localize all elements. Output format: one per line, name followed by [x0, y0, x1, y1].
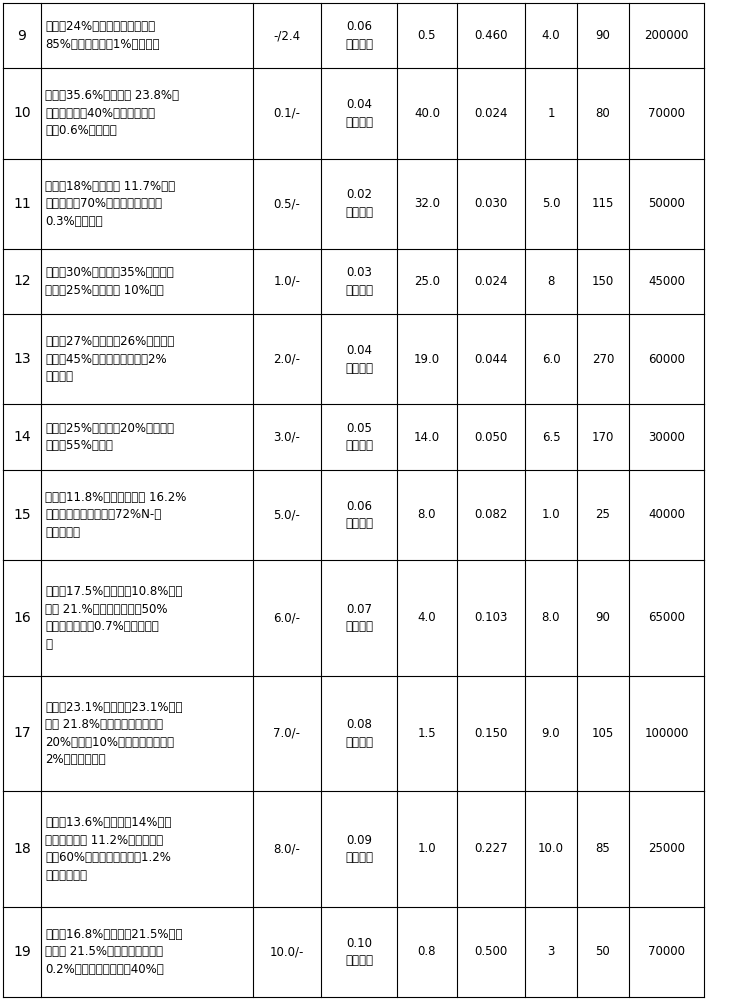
Text: 5.0/-: 5.0/- [273, 508, 300, 521]
Text: 19.0: 19.0 [414, 353, 440, 366]
Text: 70000: 70000 [648, 107, 685, 120]
Text: 0.050: 0.050 [474, 431, 508, 444]
Text: 14.0: 14.0 [414, 431, 440, 444]
Text: 0.04
（空气）: 0.04 （空气） [345, 344, 373, 375]
Text: 115: 115 [592, 197, 614, 210]
Text: 85: 85 [596, 842, 611, 855]
Text: 0.500: 0.500 [474, 945, 508, 958]
Text: 6.0/-: 6.0/- [273, 611, 300, 624]
Text: 25000: 25000 [648, 842, 685, 855]
Text: 0.06
（氮气）: 0.06 （氮气） [345, 20, 373, 51]
Text: 150: 150 [592, 275, 614, 288]
Text: 1: 1 [547, 107, 555, 120]
Text: 15: 15 [14, 508, 31, 522]
Text: 19: 19 [13, 945, 31, 959]
Text: 0.05
（空气）: 0.05 （空气） [345, 422, 373, 452]
Text: 单体：30%乙二醇和35%己二酸，
溶剂：25%二甲苯和 10%甲苯: 单体：30%乙二醇和35%己二酸， 溶剂：25%二甲苯和 10%甲苯 [45, 266, 174, 297]
Text: 17: 17 [14, 726, 31, 740]
Text: -/2.4: -/2.4 [273, 29, 300, 42]
Text: 70000: 70000 [648, 945, 685, 958]
Text: 32.0: 32.0 [414, 197, 440, 210]
Text: 0.5/-: 0.5/- [273, 197, 300, 210]
Text: 0.044: 0.044 [474, 353, 508, 366]
Text: 0.09
（氮气）: 0.09 （氮气） [345, 834, 373, 864]
Text: 90: 90 [596, 611, 611, 624]
Text: 40.0: 40.0 [414, 107, 440, 120]
Text: 200000: 200000 [645, 29, 689, 42]
Text: 0.03
（空气）: 0.03 （空气） [345, 266, 373, 297]
Text: 0.02
（氮气）: 0.02 （氮气） [345, 188, 373, 219]
Text: 13: 13 [14, 352, 31, 366]
Text: 单体：16.8%苯乙烯、21.5%异戊
二烯和 21.5%丁二烯，引发剂：
0.2%过硫酸钾，溶剂：40%水: 单体：16.8%苯乙烯、21.5%异戊 二烯和 21.5%丁二烯，引发剂： 0.… [45, 928, 182, 976]
Text: 0.08
（氮气）: 0.08 （氮气） [345, 718, 373, 749]
Text: 0.5: 0.5 [418, 29, 436, 42]
Text: 1.0/-: 1.0/- [273, 275, 300, 288]
Text: 0.460: 0.460 [474, 29, 508, 42]
Text: 2.0/-: 2.0/- [273, 353, 300, 366]
Text: 80: 80 [596, 107, 611, 120]
Text: 170: 170 [592, 431, 614, 444]
Text: 4.0: 4.0 [541, 29, 560, 42]
Text: 40000: 40000 [648, 508, 685, 521]
Text: 0.1/-: 0.1/- [273, 107, 300, 120]
Text: 8: 8 [547, 275, 555, 288]
Text: 8.0: 8.0 [418, 508, 436, 521]
Text: 7.0/-: 7.0/- [273, 727, 300, 740]
Text: 3.0/-: 3.0/- [273, 431, 300, 444]
Text: 10: 10 [14, 106, 31, 120]
Text: 16: 16 [13, 611, 31, 625]
Text: 单体：11.8%对苯二甲酸和 16.2%
对苯二甲酰氯，溶剂：72%N-甲
基吡咯烷酮: 单体：11.8%对苯二甲酸和 16.2% 对苯二甲酰氯，溶剂：72%N-甲 基吡… [45, 491, 187, 539]
Text: 1.0: 1.0 [418, 842, 436, 855]
Text: 6.0: 6.0 [541, 353, 560, 366]
Text: 50: 50 [596, 945, 611, 958]
Text: 0.082: 0.082 [474, 508, 508, 521]
Text: 270: 270 [592, 353, 614, 366]
Text: 单体：23.1%苯乙烯、23.1%丙烯
腈和 21.8%偏二氯乙烯，溶剂：
20%甲苯和10%二甲苯，引发剂：
2%偶氮二异丁氰: 单体：23.1%苯乙烯、23.1%丙烯 腈和 21.8%偏二氯乙烯，溶剂： 20… [45, 701, 182, 766]
Text: 0.10
（氮气）: 0.10 （氮气） [345, 937, 373, 967]
Text: 单体：27%己二酸和26%己二胺，
溶剂：45%二甲苯，催化剂：2%
氢氧化钠: 单体：27%己二酸和26%己二胺， 溶剂：45%二甲苯，催化剂：2% 氢氧化钠 [45, 335, 174, 383]
Text: 30000: 30000 [648, 431, 685, 444]
Text: 4.0: 4.0 [418, 611, 436, 624]
Text: 0.030: 0.030 [474, 197, 508, 210]
Text: 0.06
（氮气）: 0.06 （氮气） [345, 500, 373, 530]
Text: 1.5: 1.5 [418, 727, 436, 740]
Text: 5.0: 5.0 [541, 197, 560, 210]
Text: 6.5: 6.5 [541, 431, 560, 444]
Text: 12: 12 [14, 274, 31, 288]
Text: 25: 25 [596, 508, 611, 521]
Text: 90: 90 [596, 29, 611, 42]
Text: 18: 18 [13, 842, 31, 856]
Text: 单体：24%醋酸乙烯酯，溶剂：
85%水，引发剂：1%过硫酸铵: 单体：24%醋酸乙烯酯，溶剂： 85%水，引发剂：1%过硫酸铵 [45, 20, 160, 51]
Text: 25.0: 25.0 [414, 275, 440, 288]
Text: 9.0: 9.0 [541, 727, 560, 740]
Text: 10.0: 10.0 [538, 842, 564, 855]
Text: 3: 3 [547, 945, 555, 958]
Text: 8.0/-: 8.0/- [273, 842, 300, 855]
Text: 9: 9 [17, 29, 26, 43]
Text: 单体：25%己二酸和20%癸二胺，
溶剂：55%二甲苯: 单体：25%己二酸和20%癸二胺， 溶剂：55%二甲苯 [45, 422, 174, 452]
Text: 0.103: 0.103 [474, 611, 508, 624]
Text: 单体：13.6%苯乙烯、14%甲基
丙烯酸甲酯和 11.2%丙烯腈，溶
剂：60%二甲苯，引发剂：1.2%
过氧化苯甲酰: 单体：13.6%苯乙烯、14%甲基 丙烯酸甲酯和 11.2%丙烯腈，溶 剂：60… [45, 816, 172, 882]
Text: 单体：35.6%苯乙烯和 23.8%丁
二烯，溶剂：40%二甲苯，引发
剂：0.6%正丁基锂: 单体：35.6%苯乙烯和 23.8%丁 二烯，溶剂：40%二甲苯，引发 剂：0.… [45, 89, 179, 137]
Text: 105: 105 [592, 727, 614, 740]
Text: 11: 11 [13, 197, 31, 211]
Text: 1.0: 1.0 [541, 508, 560, 521]
Text: 0.8: 0.8 [418, 945, 436, 958]
Text: 65000: 65000 [648, 611, 685, 624]
Text: 0.150: 0.150 [474, 727, 508, 740]
Text: 0.04
（氮气）: 0.04 （氮气） [345, 98, 373, 129]
Text: 100000: 100000 [645, 727, 689, 740]
Text: 0.07
（氮气）: 0.07 （氮气） [345, 603, 373, 633]
Text: 45000: 45000 [648, 275, 685, 288]
Text: 60000: 60000 [648, 353, 685, 366]
Text: 8.0: 8.0 [541, 611, 560, 624]
Text: 单体：18%丙烯腈和 11.7%丁二
烯，溶剂：70%环己烷，引发剂：
0.3%正丁基锂: 单体：18%丙烯腈和 11.7%丁二 烯，溶剂：70%环己烷，引发剂： 0.3%… [45, 180, 175, 228]
Text: 10.0/-: 10.0/- [270, 945, 304, 958]
Text: 50000: 50000 [648, 197, 685, 210]
Text: 单体：17.5%丙烯腈、10.8%丁二
烯和 21.%苯乙烯，溶剂：50%
甲苯，引发剂：0.7%偶氮二异丁
氰: 单体：17.5%丙烯腈、10.8%丁二 烯和 21.%苯乙烯，溶剂：50% 甲苯… [45, 585, 182, 651]
Text: 0.024: 0.024 [474, 107, 508, 120]
Text: 0.024: 0.024 [474, 275, 508, 288]
Text: 0.227: 0.227 [474, 842, 508, 855]
Text: 14: 14 [14, 430, 31, 444]
